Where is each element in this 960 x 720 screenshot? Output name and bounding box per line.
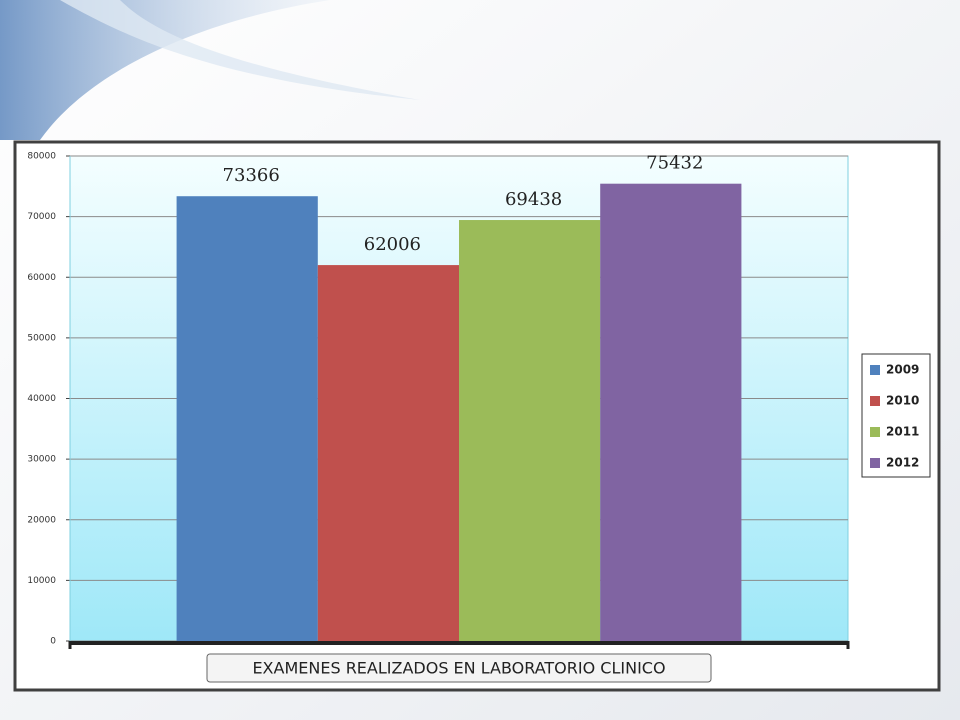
decorative-swoosh xyxy=(60,0,420,100)
bar xyxy=(176,196,318,641)
bar xyxy=(459,220,601,642)
category-label-box xyxy=(206,653,712,683)
data-label: 62006 xyxy=(364,234,421,255)
data-label: 75432 xyxy=(646,153,703,174)
chart: 0 10000 20000 30000 40000 50000 60000 70000 8000… xyxy=(27,152,931,683)
legend-label: 2009 xyxy=(886,363,919,377)
legend-label: 2010 xyxy=(886,394,919,408)
y-tick-label: 10000 xyxy=(27,576,56,586)
bar xyxy=(317,265,459,641)
data-label: 73366 xyxy=(223,165,280,186)
legend-swatch xyxy=(870,396,880,406)
y-tick-label: 50000 xyxy=(27,333,56,343)
legend-swatch xyxy=(870,427,880,437)
y-tick-label: 0 xyxy=(50,637,56,647)
data-label: 69438 xyxy=(505,189,562,210)
legend-label: 2011 xyxy=(886,425,919,439)
y-tick-label: 30000 xyxy=(27,455,56,465)
legend-swatch xyxy=(870,365,880,375)
bar xyxy=(600,183,742,642)
y-tick-label: 70000 xyxy=(27,212,56,222)
y-tick-label: 80000 xyxy=(27,152,56,162)
legend-label: 2012 xyxy=(886,456,919,470)
y-tick-label: 20000 xyxy=(27,515,56,525)
y-tick-label: 40000 xyxy=(27,394,56,404)
x-tick-label: EXAMENES REALIZADOS EN LABORATORIO CLINI… xyxy=(252,659,665,678)
decorative-swoosh xyxy=(0,0,330,140)
legend-swatch xyxy=(870,458,880,468)
y-tick-label: 60000 xyxy=(27,273,56,283)
